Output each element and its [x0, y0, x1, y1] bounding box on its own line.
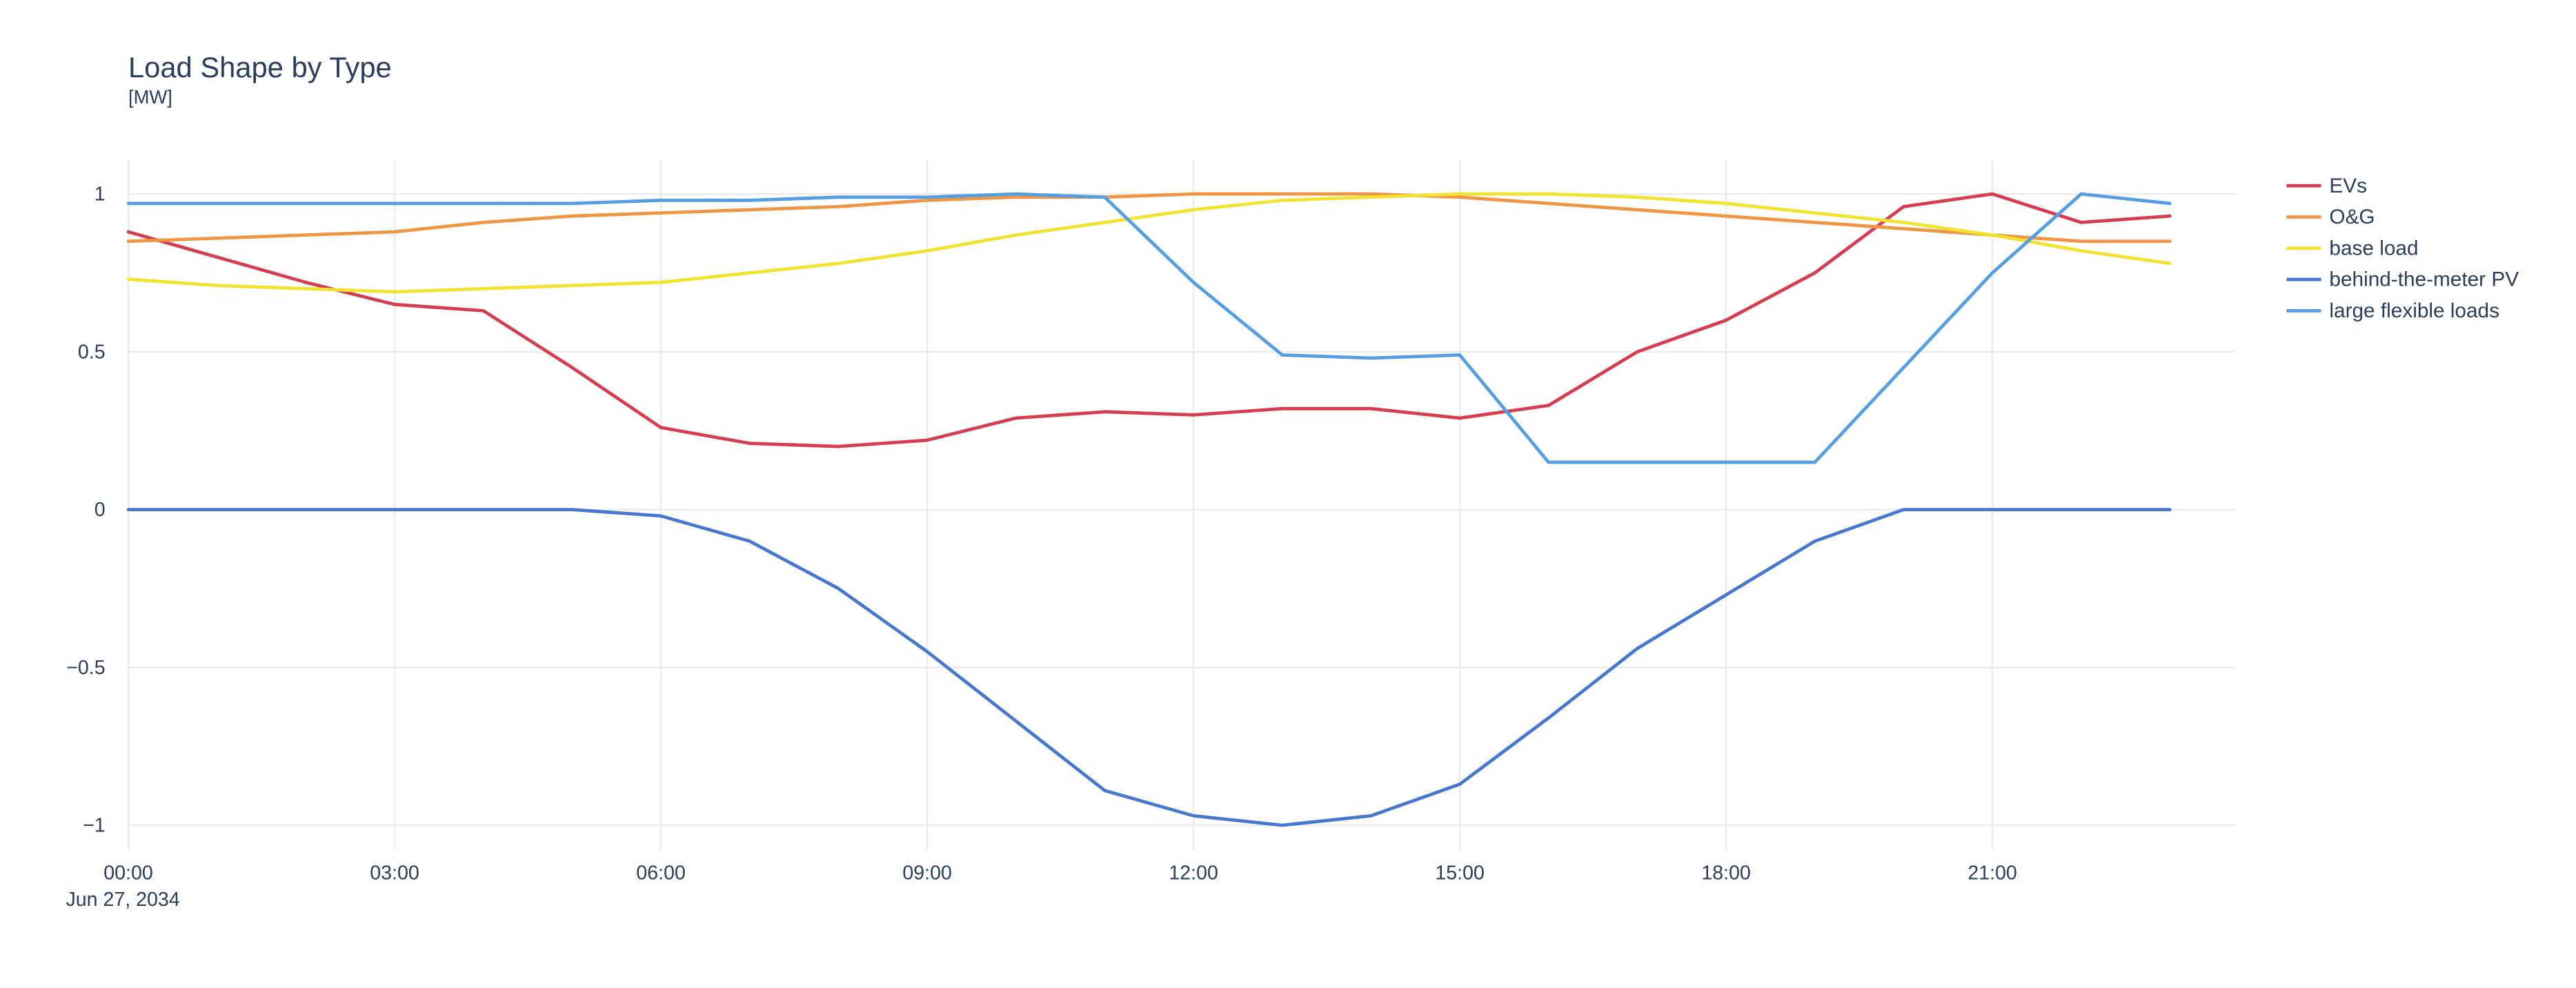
series-lines [126, 192, 2172, 827]
series-line-evs [126, 192, 2172, 448]
x-tick-label: 03:00 [370, 862, 419, 885]
x-tick-label: 09:00 [902, 862, 952, 885]
legend-label-large-flexible-loads: large flexible loads [2329, 299, 2499, 322]
y-tick-label: −0.5 [66, 657, 105, 679]
x-tick-label: 06:00 [636, 862, 686, 885]
y-tick-label: 0.5 [78, 341, 106, 363]
x-axis-labels: 00:00 03:00 06:00 09:00 12:00 15:00 18:0… [103, 862, 2017, 885]
series-line-o-g [126, 192, 2172, 244]
legend-label-og: O&G [2329, 206, 2375, 228]
series-line-base-load [126, 192, 2172, 294]
legend-item-base-load[interactable]: base load [2286, 237, 2419, 259]
legend-item-og[interactable]: O&G [2286, 206, 2375, 228]
gridlines [127, 159, 2236, 850]
series-line-behind-the-meter-pv [126, 508, 2172, 827]
x-axis-date-label: Jun 27, 2034 [66, 889, 179, 911]
legend-label-base-load: base load [2329, 237, 2418, 259]
legend-item-btm-pv[interactable]: behind-the-meter PV [2286, 268, 2519, 291]
chart-units-label: [MW] [128, 86, 172, 108]
y-tick-label: −1 [83, 815, 106, 837]
x-tick-label: 15:00 [1435, 862, 1485, 885]
x-tick-label: 12:00 [1169, 862, 1218, 885]
y-tick-label: 0 [95, 499, 106, 521]
legend-label-evs: EVs [2329, 175, 2367, 197]
x-tick-label: 18:00 [1701, 862, 1751, 885]
legend-item-large-flexible-loads[interactable]: large flexible loads [2286, 299, 2499, 322]
y-tick-label: 1 [95, 184, 106, 206]
x-tick-label: 21:00 [1968, 862, 2017, 885]
legend-item-evs[interactable]: EVs [2286, 175, 2367, 197]
legend-label-btm-pv: behind-the-meter PV [2329, 268, 2519, 291]
chart-title: Load Shape by Type [128, 51, 392, 83]
y-axis-labels: 1 0.5 0 −0.5 −1 [66, 184, 105, 837]
series-line-large-flexible-loads [126, 192, 2172, 464]
x-tick-label: 00:00 [103, 862, 153, 885]
legend: EVs O&G base load behind-the-meter PV la… [2286, 175, 2519, 322]
